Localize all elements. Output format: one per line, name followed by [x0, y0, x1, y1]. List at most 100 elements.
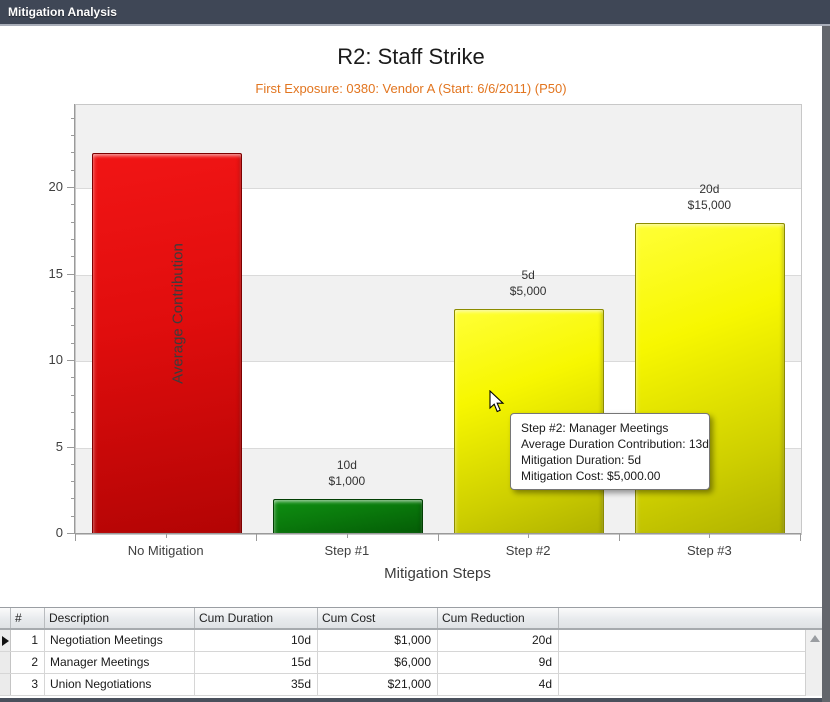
y-tick — [71, 221, 75, 223]
gridline — [76, 188, 801, 190]
table-cell[interactable]: $21,000 — [318, 674, 438, 695]
y-tick — [67, 446, 75, 448]
x-axis-line — [74, 533, 801, 534]
table-cell[interactable]: 2 — [11, 652, 45, 673]
column-header-cum-reduction[interactable]: Cum Reduction — [438, 608, 559, 628]
x-tick — [618, 534, 620, 541]
table-cell[interactable] — [559, 630, 805, 651]
column-header-cum-cost[interactable]: Cum Cost — [318, 608, 438, 628]
tooltip-line: Average Duration Contribution: 13d — [521, 437, 709, 451]
x-tick — [800, 534, 801, 541]
bar-value-label: 5d $5,000 — [509, 268, 547, 299]
x-axis-title: Mitigation Steps — [384, 565, 491, 582]
y-tick — [71, 135, 75, 137]
x-category-label: Step #3 — [686, 543, 732, 558]
y-axis-title: Average Contribution — [169, 243, 187, 384]
mitigation-steps-table: # Description Cum Duration Cum Cost Cum Redu… — [0, 607, 822, 698]
table-cell[interactable]: Union Negotiations — [45, 674, 195, 695]
table-cell[interactable]: 10d — [195, 630, 318, 651]
column-header-cum-duration[interactable]: Cum Duration — [195, 608, 318, 628]
y-tick — [67, 360, 75, 362]
table-cell[interactable] — [559, 674, 805, 695]
y-tick-label: 15 — [48, 265, 63, 281]
table-cell[interactable]: 9d — [438, 652, 559, 673]
y-tick-label: 20 — [48, 179, 63, 195]
y-tick — [71, 238, 75, 240]
scrollbar-up-icon[interactable] — [810, 635, 820, 642]
table-cell[interactable] — [559, 652, 805, 673]
table-cell[interactable]: $1,000 — [318, 630, 438, 651]
gridline — [76, 447, 801, 449]
x-tick — [75, 534, 76, 541]
bar-no-mitigation[interactable] — [91, 153, 242, 534]
y-tick-label: 5 — [55, 438, 63, 454]
y-tick — [71, 481, 75, 483]
column-header--[interactable]: # — [11, 608, 45, 628]
y-tick — [71, 117, 75, 119]
table-header-row: # Description Cum Duration Cum Cost Cum Redu… — [0, 608, 822, 630]
table-row[interactable]: 3 Union Negotiations 35d $21,000 4d — [0, 674, 805, 696]
current-row-arrow-icon — [2, 636, 9, 646]
x-category-label: Step #2 — [505, 543, 551, 558]
gridline — [76, 274, 801, 276]
table-scrollbar[interactable] — [805, 630, 822, 696]
y-tick — [71, 515, 75, 517]
chart-plot-area — [75, 104, 802, 535]
tooltip-line: Step #2: Manager Meetings — [521, 421, 669, 435]
column-header-description[interactable]: Description — [45, 608, 195, 628]
window-frame-bottom — [0, 697, 822, 702]
table-cell[interactable]: 15d — [195, 652, 318, 673]
row-selector[interactable] — [0, 652, 11, 673]
table-cell[interactable]: 35d — [195, 674, 318, 695]
x-tick — [437, 534, 439, 541]
table-cell[interactable]: 4d — [438, 674, 559, 695]
y-tick — [67, 533, 75, 534]
bar-step-1[interactable] — [272, 499, 423, 534]
x-category-label: No Mitigation — [127, 543, 204, 558]
y-tick — [71, 411, 75, 413]
x-tick — [346, 534, 348, 538]
x-tick — [256, 534, 258, 541]
y-tick — [71, 308, 75, 310]
window-frame-right — [822, 26, 830, 702]
column-header-blank — [559, 608, 822, 628]
bar-value-label: 10d $1,000 — [328, 458, 366, 489]
y-tick — [71, 429, 75, 431]
y-tick — [71, 463, 75, 465]
y-tick — [71, 498, 75, 500]
y-tick — [71, 204, 75, 206]
column-header-blank — [0, 608, 11, 628]
table-cell[interactable]: Negotiation Meetings — [45, 630, 195, 651]
window-title: Mitigation Analysis — [8, 5, 117, 19]
x-category-label: Step #1 — [324, 543, 370, 558]
table-cell[interactable]: 3 — [11, 674, 45, 695]
y-tick — [71, 152, 75, 154]
chart-subtitle: First Exposure: 0380: Vendor A (Start: 6… — [255, 81, 567, 96]
row-selector[interactable] — [0, 674, 11, 695]
gridline — [76, 361, 801, 363]
y-tick — [71, 377, 75, 379]
y-axis-line — [74, 104, 75, 534]
tooltip-line: Mitigation Cost: $5,000.00 — [521, 469, 661, 483]
row-selector[interactable] — [0, 630, 11, 651]
table-cell[interactable]: $6,000 — [318, 652, 438, 673]
bar-value-label: 20d $15,000 — [687, 181, 732, 212]
y-tick — [67, 273, 75, 275]
x-tick — [528, 534, 530, 538]
y-tick — [71, 256, 75, 258]
y-tick — [71, 342, 75, 344]
table-cell[interactable]: Manager Meetings — [45, 652, 195, 673]
y-tick-label: 10 — [48, 352, 63, 368]
mouse-cursor-icon — [487, 389, 509, 414]
y-tick — [71, 325, 75, 327]
table-cell[interactable]: 1 — [11, 630, 45, 651]
y-tick-label: 0 — [55, 525, 63, 540]
table-row[interactable]: 1 Negotiation Meetings 10d $1,000 20d — [0, 630, 805, 652]
y-tick — [71, 290, 75, 292]
window-titlebar[interactable]: Mitigation Analysis — [0, 0, 830, 26]
table-row[interactable]: 2 Manager Meetings 15d $6,000 9d — [0, 652, 805, 674]
x-tick — [165, 534, 167, 538]
table-cell[interactable]: 20d — [438, 630, 559, 651]
y-tick — [71, 169, 75, 171]
